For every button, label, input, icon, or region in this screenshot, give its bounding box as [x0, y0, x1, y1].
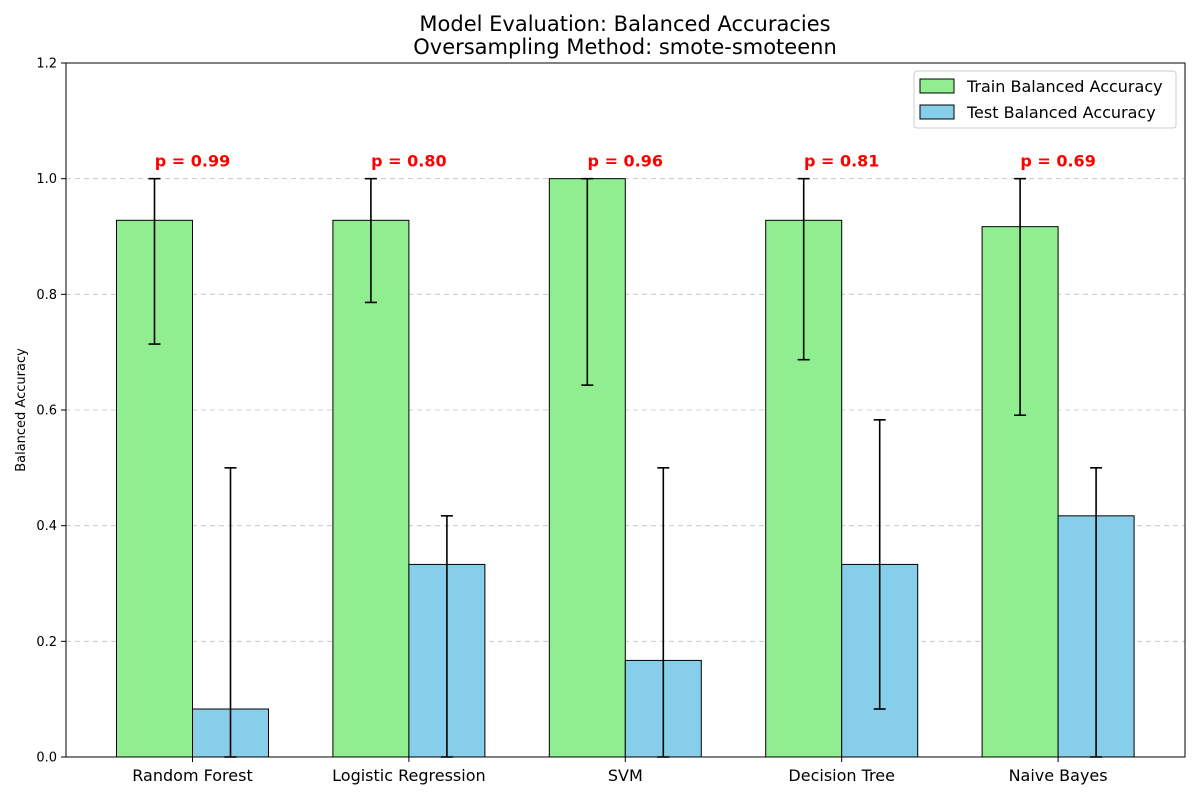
chart-title: Model Evaluation: Balanced Accuracies — [419, 12, 830, 36]
legend-label-train: Train Balanced Accuracy — [966, 77, 1163, 96]
x-axis-ticks: Random Forest Logistic Regression SVM Decis… — [132, 757, 1108, 785]
legend-frame — [913, 70, 1177, 129]
x-tick-label: Random Forest — [132, 766, 252, 785]
y-axis-label: Balanced Accuracy — [14, 348, 29, 472]
legend: Train Balanced Accuracy Test Balanced Ac… — [913, 70, 1177, 129]
x-tick-label: Decision Tree — [788, 766, 895, 785]
x-tick-label: Naive Bayes — [1009, 766, 1108, 785]
legend-swatch-test — [919, 104, 955, 120]
p-value-annotation: p = 0.69 — [1020, 151, 1095, 170]
x-tick-label: SVM — [608, 766, 643, 785]
annotations: p = 0.99 p = 0.80 p = 0.96 p = 0.81 p = 0.69 — [155, 151, 1096, 170]
train-bar — [116, 219, 193, 758]
y-tick-label: 1.0 — [36, 172, 57, 187]
legend-label-test: Test Balanced Accuracy — [966, 103, 1156, 122]
p-value-annotation: p = 0.99 — [155, 151, 230, 170]
train-bar — [332, 219, 410, 758]
y-tick-label: 1.2 — [36, 57, 57, 72]
y-axis-ticks: 0.0 0.2 0.4 0.6 0.8 1.0 1.2 — [36, 57, 66, 766]
y-tick-label: 0.6 — [36, 404, 57, 419]
p-value-annotation: p = 0.96 — [588, 151, 663, 170]
p-value-annotation: p = 0.80 — [371, 151, 446, 170]
legend-swatch-train — [919, 78, 955, 94]
y-tick-label: 0.4 — [36, 519, 57, 534]
y-tick-label: 0.2 — [36, 635, 57, 650]
p-value-annotation: p = 0.81 — [804, 151, 879, 170]
y-tick-label: 0.0 — [36, 751, 57, 766]
x-tick-label: Logistic Regression — [332, 766, 485, 785]
bars — [116, 178, 1135, 758]
y-tick-label: 0.8 — [36, 288, 57, 303]
chart-subtitle: Oversampling Method: smote-smoteenn — [413, 35, 837, 59]
